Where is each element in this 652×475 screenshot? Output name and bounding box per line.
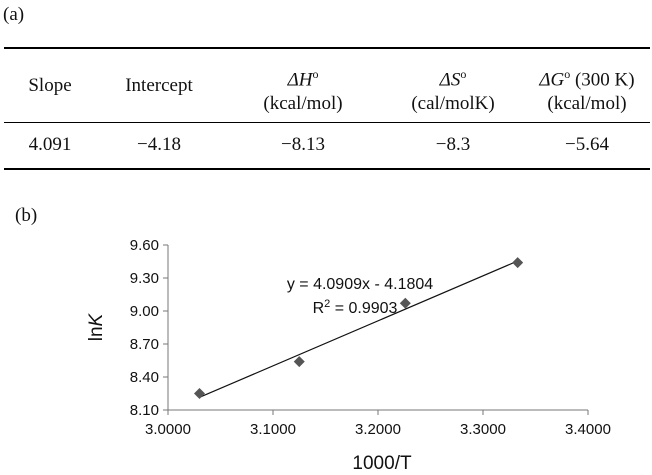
x-tick-label: 3.4000 bbox=[565, 421, 611, 438]
data-point bbox=[293, 356, 305, 368]
data-point bbox=[194, 388, 205, 399]
x-axis-label: 1000/T bbox=[352, 453, 412, 474]
x-tick-label: 3.2000 bbox=[355, 421, 401, 438]
cell-slope: 4.091 bbox=[28, 134, 72, 155]
cell-delta-h: −8.13 bbox=[281, 134, 325, 155]
table-header-rule bbox=[4, 122, 650, 123]
chart-axes bbox=[163, 244, 589, 415]
cell-delta-g: −5.64 bbox=[565, 134, 609, 155]
y-tick-label: 8.40 bbox=[130, 369, 159, 386]
y-tick-label: 8.10 bbox=[130, 402, 159, 419]
y-tick-label: 9.00 bbox=[130, 303, 159, 320]
data-point bbox=[512, 257, 524, 269]
trendline bbox=[199, 260, 518, 398]
data-points bbox=[194, 257, 524, 399]
r-squared-label: R2 = 0.9903 bbox=[313, 298, 398, 317]
x-tick-label: 3.0000 bbox=[145, 421, 191, 438]
header-delta-g: ΔGo (300 K) (kcal/mol) bbox=[539, 67, 635, 115]
y-tick-label: 8.70 bbox=[130, 336, 159, 353]
header-delta-s: ΔSo (cal/molK) bbox=[411, 67, 495, 115]
axis-labels-group: 8.10 8.40 8.70 9.00 9.30 9.60 3.0000 3.1000 3.20… bbox=[86, 237, 611, 474]
header-slope: Slope bbox=[28, 75, 72, 96]
trendline-equation: y = 4.0909x - 4.1804 bbox=[287, 276, 433, 293]
y-tick-label: 9.30 bbox=[130, 270, 159, 287]
header-intercept: Intercept bbox=[125, 75, 193, 96]
data-point bbox=[399, 297, 411, 309]
x-tick-label: 3.3000 bbox=[460, 421, 506, 438]
header-delta-h: ΔHo (kcal/mol) bbox=[263, 67, 343, 115]
scatter-chart: 8.10 8.40 8.70 9.00 9.30 9.60 3.0000 3.1000 3.20… bbox=[86, 237, 611, 474]
trendline-group bbox=[199, 260, 518, 398]
cell-delta-s: −8.3 bbox=[435, 134, 471, 155]
y-tick-label: 9.60 bbox=[130, 237, 159, 254]
y-axis-label: lnK bbox=[86, 312, 107, 341]
cell-intercept: −4.18 bbox=[137, 134, 181, 155]
panel-b-label: (b) bbox=[15, 205, 38, 226]
panel-a-label: (a) bbox=[3, 4, 25, 25]
x-tick-label: 3.1000 bbox=[250, 421, 296, 438]
table-bottom-rule bbox=[4, 168, 650, 170]
table-top-rule bbox=[4, 47, 650, 49]
